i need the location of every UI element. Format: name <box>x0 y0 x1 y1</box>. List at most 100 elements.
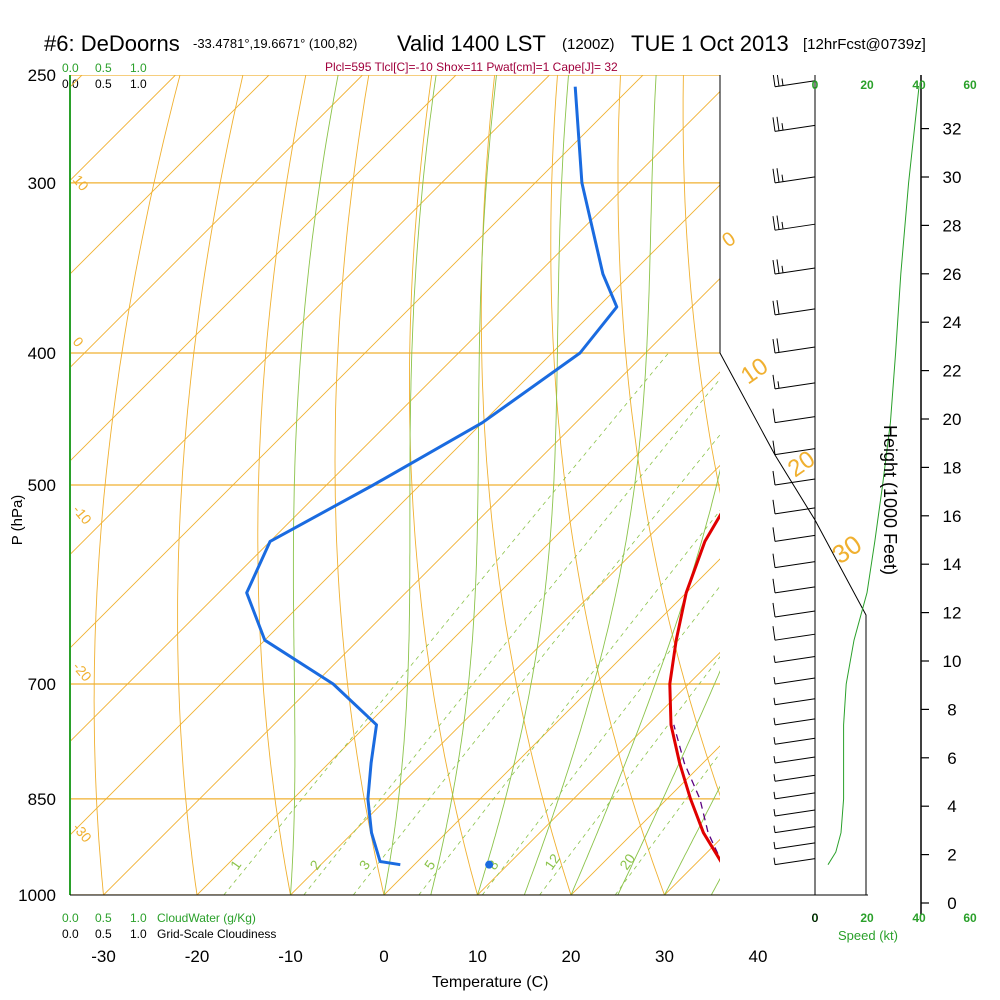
wind-barb-feather <box>772 440 776 455</box>
cloudiness-scale-top-1: 0.5 <box>95 77 112 91</box>
wind-barb-staff <box>774 478 816 486</box>
height-tick-label: 30 <box>943 168 962 187</box>
mixing-ratio-line <box>352 434 720 895</box>
wind-barb-staff <box>774 308 816 316</box>
wind-barb-staff <box>774 677 816 685</box>
wind-barb-half-feather <box>773 791 776 799</box>
wind-speed-profile-line <box>827 86 920 865</box>
dry-adiabat-line <box>177 75 244 895</box>
x-axis-title: Temperature (C) <box>432 974 548 991</box>
surface-temperature-marker <box>728 861 736 869</box>
wind-barb-feather <box>776 259 780 274</box>
mixing-ratio-line <box>614 752 720 895</box>
wind-barb-staff <box>774 610 816 618</box>
dry-adiabat-line <box>409 75 478 895</box>
zulu-time: (1200Z) <box>562 36 615 53</box>
height-tick-label: 26 <box>943 265 962 284</box>
stability-stats: Plcl=595 Tlcl[C]=-10 Shox=11 Pwat[cm]=1 … <box>325 60 618 74</box>
dry-adiabat-line <box>617 75 720 797</box>
mixing-ratio-label: 12 <box>541 850 563 872</box>
forecast-info: [12hrFcst@0739z] <box>803 36 926 53</box>
wind-barb-half-feather <box>773 857 776 865</box>
wind-barb-staff <box>774 267 816 275</box>
dry-adiabat-line <box>480 75 572 895</box>
mixing-ratio-line <box>481 585 720 895</box>
wind-barb-feather <box>772 470 776 486</box>
isotherm-line <box>70 75 363 369</box>
wind-barb-staff <box>774 858 816 866</box>
wind-barb-staff <box>774 223 816 231</box>
isotherm-label-left: 10 <box>70 172 92 194</box>
isotherm-label-left: 0 <box>70 334 87 350</box>
temperature-tick-label: 10 <box>468 947 487 966</box>
wind-barb-feather <box>772 527 776 542</box>
wind-barb-staff <box>774 124 816 132</box>
cloud-water-label: CloudWater (g/Kg) <box>157 911 256 925</box>
wind-barb-feather <box>776 300 780 315</box>
isotherm-line <box>290 464 720 895</box>
isotherm-line <box>70 90 720 743</box>
station-location: -33.4781°,19.6671° (100,82) <box>193 36 357 51</box>
isotherm-line <box>70 75 457 462</box>
wind-barb-half-feather <box>773 755 776 764</box>
wind-barb-staff <box>774 792 816 800</box>
wind-barb-half-feather <box>773 737 776 745</box>
dry-adiabat-line <box>334 75 385 895</box>
height-tick-label: 32 <box>943 120 962 139</box>
valid-time: Valid 1400 LST <box>397 31 546 56</box>
mixing-ratio-line <box>418 509 720 895</box>
wind-barb-feather <box>772 553 776 568</box>
mixing-ratio-label: 20 <box>616 850 638 872</box>
isotherm-line <box>103 277 720 895</box>
wind-barb-half-feather <box>781 265 784 273</box>
temperature-tick-label: 20 <box>562 947 581 966</box>
background-lines: 123581220100-10-20-30 <box>70 75 720 895</box>
moist-adiabat-line <box>290 75 339 895</box>
mixing-ratio-line <box>539 656 720 895</box>
wind-barb-staff <box>774 586 816 594</box>
wind-barb-staff <box>774 534 816 542</box>
cloud-scale-top-2: 1.0 <box>130 61 147 75</box>
wind-barb-staff <box>774 656 816 664</box>
isotherm-label-right: 0 <box>718 228 740 252</box>
isotherm-line <box>196 371 720 895</box>
isotherm-line <box>477 651 720 895</box>
wind-barb-feather <box>772 216 776 231</box>
wind-barb-feather <box>772 626 776 641</box>
cloud-scale-bottom-1: 0.5 <box>95 911 112 925</box>
isotherm-label-left: -10 <box>70 502 95 528</box>
dry-adiabat-line <box>682 75 720 494</box>
wind-barb-feather <box>776 116 780 131</box>
isotherm-line <box>70 75 550 556</box>
pressure-tick-label: 700 <box>28 675 56 694</box>
mixing-ratio-label: 1 <box>227 857 245 873</box>
wind-barb-half-feather <box>777 381 780 389</box>
speed-zero-label: 0 <box>812 911 819 925</box>
speed-tick-top: 40 <box>912 78 926 92</box>
height-tick-label: 16 <box>943 507 962 526</box>
mixing-ratio-line <box>223 352 669 895</box>
wind-barb-staff <box>774 507 816 515</box>
wind-barb-staff <box>774 718 816 726</box>
height-tick-label: 18 <box>943 458 962 477</box>
cloud-scale-top-1: 0.5 <box>95 61 112 75</box>
temperature-tick-label: -20 <box>185 947 210 966</box>
wind-barb-staff <box>774 756 816 764</box>
height-tick-label: 10 <box>943 652 962 671</box>
height-tick-label: 14 <box>943 555 962 574</box>
wind-barb-half-feather <box>773 655 776 663</box>
moist-adiabat-line <box>430 75 497 895</box>
wind-barbs <box>772 75 816 866</box>
valid-date: TUE 1 Oct 2013 <box>631 31 789 56</box>
cloudiness-scale-top-2: 1.0 <box>130 77 147 91</box>
dewpoint-line <box>245 86 619 867</box>
wind-barb-staff <box>774 774 816 782</box>
wind-barb-feather <box>776 75 780 87</box>
temperature-line <box>668 512 720 863</box>
speed-tick-bottom: 40 <box>912 911 926 925</box>
wind-barb-half-feather <box>773 774 776 782</box>
wind-barb-staff <box>774 842 816 850</box>
height-tick-label: 4 <box>947 797 956 816</box>
